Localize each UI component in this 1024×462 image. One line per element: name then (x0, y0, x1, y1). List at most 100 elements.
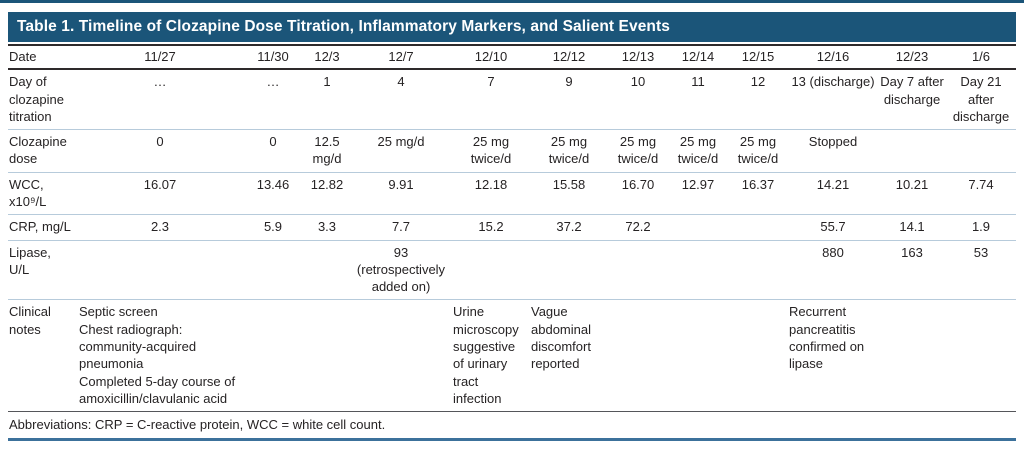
date-cell: 12/14 (681, 49, 715, 65)
row-label: WCC, x10⁹/L (9, 176, 47, 210)
table-cell: 16.70 (621, 176, 655, 192)
table-cell: Stopped (808, 134, 858, 150)
table-cell: 4 (397, 74, 405, 90)
table-cell: 1 (323, 74, 331, 90)
table-cell (242, 240, 304, 300)
table-cell: 14.1 (899, 219, 925, 235)
table-title: Table 1. Timeline of Clozapine Dose Titr… (17, 18, 670, 35)
table-cell: 7.7 (391, 219, 411, 235)
table-cell: 12.5 mg/d (312, 134, 342, 167)
table-cell: 3.3 (317, 219, 337, 235)
table-cell: 16.37 (741, 176, 775, 192)
table-cell: 7.74 (968, 176, 994, 192)
table-cell (668, 240, 728, 300)
table-cell: 93 (retrospectively added on) (356, 244, 446, 295)
table-cell (878, 130, 946, 173)
row-lipase: Lipase, U/L 93 (retrospectively added on… (8, 240, 1016, 300)
row-wcc: WCC, x10⁹/L 16.07 13.46 12.82 9.91 12.18… (8, 172, 1016, 215)
table-container: Table 1. Timeline of Clozapine Dose Titr… (0, 3, 1024, 442)
table-cell: 25 mg twice/d (677, 134, 719, 167)
table-cell: Day 21 after discharge (952, 74, 1010, 124)
date-cell: 12/23 (895, 49, 929, 65)
timeline-table: Date 11/27 11/30 12/3 12/7 12/10 12/12 1… (8, 44, 1016, 412)
table-cell: 9 (565, 74, 573, 90)
date-cell: 12/15 (741, 49, 775, 65)
table-cell (350, 300, 452, 412)
table-cell (946, 300, 1016, 412)
row-titration-day: Day of clozapine titration … … 1 4 7 9 1… (8, 69, 1016, 130)
table-cell (304, 240, 350, 300)
table-cell (668, 215, 728, 240)
table-cell: 25 mg twice/d (737, 134, 779, 167)
row-label: CRP, mg/L (9, 219, 71, 235)
table-cell: … (153, 74, 167, 90)
table-cell: 25 mg twice/d (470, 134, 512, 167)
row-label: Clozapine dose (9, 134, 67, 167)
table-cell: 25 mg twice/d (548, 134, 590, 167)
table-cell: 37.2 (556, 219, 582, 235)
table-cell (728, 300, 788, 412)
table-cell: Recurrent pancreatitis confirmed on lipa… (789, 304, 865, 372)
table-cell (530, 240, 608, 300)
date-cell: 12/7 (388, 49, 414, 65)
table-cell: 15.2 (478, 219, 504, 235)
table-cell: 10 (630, 74, 646, 90)
table-cell: 25 mg/d (377, 134, 425, 150)
table-cell: 1.9 (971, 219, 991, 235)
table-cell: 53 (973, 244, 989, 260)
table-cell (728, 215, 788, 240)
row-crp: CRP, mg/L 2.3 5.9 3.3 7.7 15.2 37.2 72.2… (8, 215, 1016, 241)
table-cell: 12.18 (474, 176, 508, 192)
table-cell: … (266, 74, 280, 90)
table-cell: 14.21 (816, 176, 850, 192)
row-clinical-notes: Clinical notes Septic screen Chest radio… (8, 300, 1016, 412)
row-label: Lipase, U/L (9, 244, 51, 277)
table-cell: 12 (750, 74, 766, 90)
table-cell (608, 300, 668, 412)
table-cell: 5.9 (263, 219, 283, 235)
date-cell: 12/12 (552, 49, 586, 65)
table-cell: 55.7 (820, 219, 846, 235)
top-rule (0, 0, 1024, 3)
date-cell: 12/10 (474, 49, 508, 65)
row-clozapine-dose: Clozapine dose 0 0 12.5 mg/d 25 mg/d 25 … (8, 130, 1016, 173)
table-cell: 15.58 (552, 176, 586, 192)
row-label: Clinical notes (9, 304, 51, 337)
table-cell (608, 240, 668, 300)
table-cell (452, 240, 530, 300)
table-cell (304, 300, 350, 412)
table-cell: 13.46 (256, 176, 290, 192)
table-cell: Urine microscopy suggestive of urinary t… (453, 304, 519, 406)
table-cell: 16.07 (143, 176, 177, 192)
table-cell (728, 240, 788, 300)
date-header-row: Date 11/27 11/30 12/3 12/7 12/10 12/12 1… (8, 45, 1016, 70)
table-cell: 7 (487, 74, 495, 90)
table-cell: 11 (691, 74, 705, 90)
table-cell: Day 7 after discharge (880, 74, 944, 107)
date-cell: 12/16 (816, 49, 850, 65)
table-cell: 0 (156, 134, 164, 150)
table-cell: 25 mg twice/d (617, 134, 659, 167)
abbreviations-note: Abbreviations: CRP = C-reactive protein,… (8, 412, 1016, 442)
table-cell (668, 300, 728, 412)
date-cell: 11/27 (144, 49, 176, 65)
table-title-bar: Table 1. Timeline of Clozapine Dose Titr… (8, 12, 1016, 43)
row-label-date: Date (9, 49, 37, 65)
table-cell: 10.21 (895, 176, 929, 192)
date-cell: 1/6 (971, 49, 991, 65)
table-cell: 12.97 (681, 176, 715, 192)
table-cell: 880 (822, 244, 844, 260)
table-cell (78, 240, 242, 300)
table-cell (878, 300, 946, 412)
table-cell: Vague abdominal discomfort reported (531, 304, 591, 372)
table-cell: Septic screen Chest radiograph: communit… (79, 304, 236, 406)
date-cell: 12/13 (621, 49, 655, 65)
table-cell (242, 300, 304, 412)
table-cell: 72.2 (625, 219, 651, 235)
table-cell: 0 (269, 134, 277, 150)
date-cell: 11/30 (257, 49, 289, 65)
table-cell: 12.82 (310, 176, 344, 192)
table-cell: 163 (901, 244, 923, 260)
table-cell: 9.91 (388, 176, 414, 192)
table-cell: 2.3 (150, 219, 170, 235)
